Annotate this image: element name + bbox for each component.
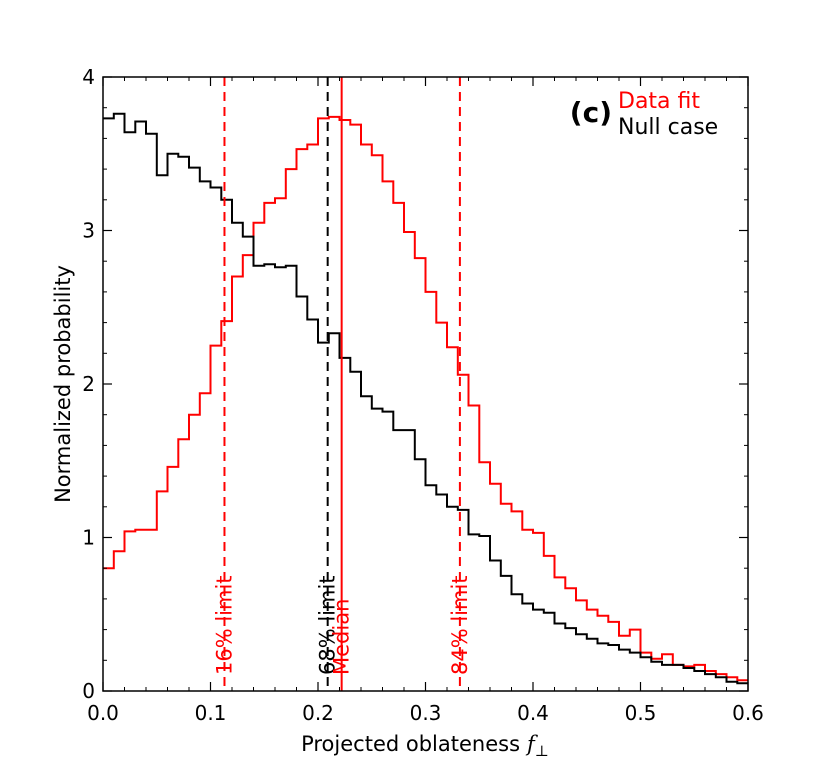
x-tick-label: 0.1 [195, 701, 227, 725]
axis-ticks: 0.0 0.1 0.2 0.3 0.4 0.5 0.6 0 1 2 3 4 [82, 65, 764, 725]
y-tick-label: 2 [82, 372, 95, 396]
x-axis-subscript: ⊥ [535, 742, 549, 760]
plot-frame [102, 76, 749, 692]
x-axis-symbol: f [525, 732, 538, 756]
vline-label-16pct-limit: 16% limit [213, 575, 237, 675]
y-tick-label: 3 [82, 219, 95, 243]
x-tick-label: 0.0 [87, 701, 119, 725]
y-axis-label: Normalized probability [51, 265, 75, 503]
panel-label: (c) [570, 96, 612, 129]
x-tick-label: 0.3 [410, 701, 442, 725]
x-tick-label: 0.2 [302, 701, 334, 725]
legend-null-case: Null case [618, 115, 718, 140]
series-null-case [103, 112, 748, 685]
series-data-fit [103, 115, 748, 682]
vline-label-median: Median [330, 599, 354, 675]
y-tick-label: 1 [82, 526, 95, 550]
y-tick-label: 4 [82, 65, 95, 89]
legend-data-fit: Data fit [618, 89, 700, 114]
x-tick-label: 0.4 [517, 701, 549, 725]
vline-label-68pct-limit: 68% limit [316, 575, 340, 675]
x-tick-label: 0.6 [732, 701, 764, 725]
x-axis-label-text: Projected oblateness [301, 732, 520, 756]
y-tick-label: 0 [82, 679, 95, 703]
x-tick-label: 0.5 [625, 701, 657, 725]
vline-label-84pct-limit: 84% limit [448, 575, 472, 675]
x-axis-label: Projected oblateness f⊥ [301, 732, 549, 760]
series-layer [103, 112, 748, 685]
